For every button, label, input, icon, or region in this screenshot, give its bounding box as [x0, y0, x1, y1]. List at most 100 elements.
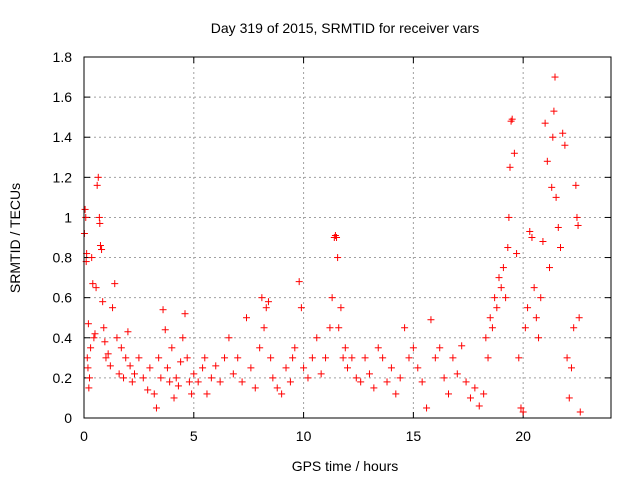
data-point [486, 314, 494, 322]
data-point [550, 107, 558, 115]
data-point [84, 320, 92, 328]
data-point [101, 338, 109, 346]
data-point [216, 378, 224, 386]
y-tick-label: 0.6 [53, 290, 73, 306]
data-point [537, 294, 545, 302]
data-point [517, 404, 525, 412]
data-point [269, 374, 277, 382]
y-tick-label: 0.2 [53, 370, 73, 386]
data-point [322, 354, 330, 362]
data-point [131, 370, 139, 378]
data-point [183, 354, 191, 362]
data-point [352, 374, 360, 382]
data-point [427, 316, 435, 324]
data-point [199, 364, 207, 372]
data-point [139, 374, 147, 382]
data-point [84, 364, 92, 372]
data-point [111, 280, 119, 288]
data-point [135, 354, 143, 362]
y-tick-label: 0.8 [53, 250, 73, 266]
data-point [300, 364, 308, 372]
data-point [539, 238, 547, 246]
data-point [574, 221, 582, 229]
data-point [572, 181, 580, 189]
data-point [436, 344, 444, 352]
data-point [267, 354, 275, 362]
data-point [96, 219, 104, 227]
data-point [304, 374, 312, 382]
data-point [172, 374, 180, 382]
data-point [194, 378, 202, 386]
data-point [291, 344, 299, 352]
data-point [458, 342, 466, 350]
data-point [488, 324, 496, 332]
data-point [170, 394, 178, 402]
data-point [556, 244, 564, 252]
data-point [264, 298, 272, 306]
data-point [326, 324, 334, 332]
data-point [117, 344, 125, 352]
data-point [575, 314, 583, 322]
data-point [535, 334, 543, 342]
y-axis-label: SRMTID / TECUs [7, 183, 23, 293]
data-point [374, 344, 382, 352]
data-point [521, 324, 529, 332]
data-point [405, 354, 413, 362]
data-point [295, 278, 303, 286]
data-point [104, 350, 112, 358]
data-point [278, 390, 286, 398]
data-point [83, 354, 91, 362]
data-point [565, 394, 573, 402]
data-point [98, 246, 106, 254]
x-tick-label: 5 [190, 428, 198, 444]
data-point [530, 284, 538, 292]
data-point [109, 304, 117, 312]
y-tick-label: 0 [64, 410, 72, 426]
data-point [256, 344, 264, 352]
data-point [484, 354, 492, 362]
data-point [124, 328, 132, 336]
data-point [185, 378, 193, 386]
data-point [308, 354, 316, 362]
data-point [510, 149, 518, 157]
data-point [159, 306, 167, 314]
data-point [161, 326, 169, 334]
data-point [554, 223, 562, 231]
data-point [155, 354, 163, 362]
data-point [414, 364, 422, 372]
x-tick-label: 10 [296, 428, 312, 444]
data-point [495, 274, 503, 282]
data-point [85, 374, 93, 382]
data-point [493, 304, 501, 312]
data-point [234, 354, 242, 362]
data-point [229, 370, 237, 378]
data-point [506, 163, 514, 171]
data-point [181, 310, 189, 318]
data-point [361, 354, 369, 362]
data-point [242, 314, 250, 322]
data-point [462, 378, 470, 386]
plot-frame [83, 56, 612, 419]
data-point [106, 362, 114, 370]
data-points [80, 73, 584, 416]
data-point [440, 374, 448, 382]
data-point [115, 370, 123, 378]
data-point [449, 354, 457, 362]
data-point [546, 264, 554, 272]
data-point [126, 362, 134, 370]
data-point [423, 404, 431, 412]
data-point [567, 364, 575, 372]
data-point [94, 173, 102, 181]
data-point [262, 304, 270, 312]
data-point [313, 334, 321, 342]
data-point [418, 378, 426, 386]
data-point [92, 284, 100, 292]
data-point [190, 370, 198, 378]
data-point [81, 205, 89, 213]
data-point [502, 294, 510, 302]
data-point [150, 390, 158, 398]
data-point [99, 298, 107, 306]
data-point [497, 284, 505, 292]
data-point [341, 344, 349, 352]
data-point [89, 280, 97, 288]
